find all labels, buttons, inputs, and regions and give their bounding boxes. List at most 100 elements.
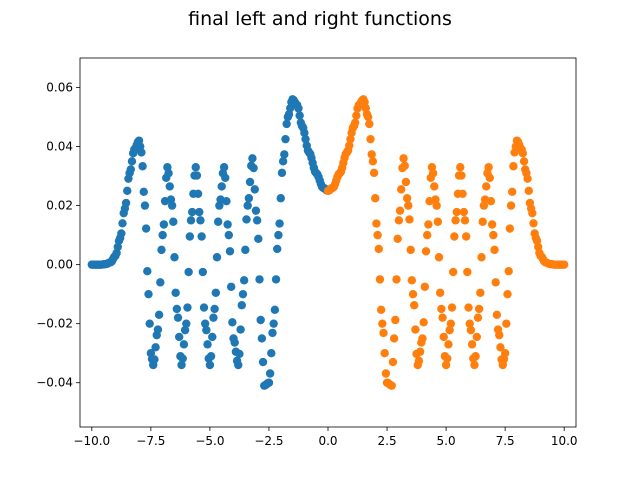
data-point (376, 305, 386, 315)
data-point (274, 230, 283, 240)
data-point (406, 245, 415, 255)
data-point (476, 288, 485, 297)
data-point (401, 177, 411, 187)
data-point (205, 360, 215, 370)
data-point (183, 303, 192, 312)
data-point (199, 303, 209, 312)
data-point (465, 319, 474, 328)
data-point (464, 303, 473, 312)
data-point (301, 134, 310, 144)
data-point (505, 224, 515, 233)
data-point (485, 173, 494, 183)
data-point (248, 154, 257, 163)
data-point (473, 313, 483, 322)
data-point (458, 189, 467, 198)
data-point (496, 343, 505, 352)
data-point (467, 340, 477, 349)
series-2 (323, 95, 569, 390)
data-point (219, 163, 229, 172)
data-point (209, 313, 218, 322)
data-point (420, 282, 430, 291)
data-point (451, 216, 460, 225)
data-point (186, 216, 196, 225)
data-point (267, 349, 276, 358)
data-point (373, 230, 382, 240)
data-point (399, 154, 408, 163)
data-point (404, 201, 413, 210)
data-point (437, 304, 446, 314)
data-point (295, 111, 304, 120)
data-point (504, 267, 513, 276)
data-point (153, 325, 163, 334)
data-point (374, 244, 383, 254)
data-point (523, 174, 532, 183)
data-point (394, 216, 404, 225)
x-axis: −10.0 −7.5 −5.0 −2.5 0.0 2.5 5.0 7.5 10.0 (73, 427, 578, 448)
data-point (478, 217, 487, 226)
y-tick-label: 0.06 (46, 81, 73, 95)
data-point (195, 207, 204, 217)
data-point (185, 232, 195, 241)
data-point (179, 340, 189, 349)
data-point (387, 381, 396, 390)
data-point (252, 216, 262, 225)
data-point (117, 229, 126, 238)
data-point (365, 119, 374, 129)
data-point (400, 161, 409, 170)
data-point (472, 332, 481, 342)
data-point (441, 360, 451, 370)
data-point (257, 334, 267, 343)
data-point (372, 219, 381, 228)
data-point (145, 319, 154, 328)
data-point (222, 196, 231, 206)
data-point (432, 201, 441, 210)
data-point (368, 157, 378, 166)
data-point (471, 352, 480, 361)
data-point (367, 150, 376, 159)
data-point (251, 206, 261, 215)
plot-frame (79, 57, 577, 428)
data-point (223, 220, 232, 229)
data-point (164, 169, 173, 178)
data-point (191, 163, 200, 172)
data-point (452, 207, 461, 217)
data-point (158, 230, 167, 240)
data-point (421, 247, 431, 256)
data-point (210, 304, 219, 314)
data-point (234, 360, 243, 370)
data-point (126, 165, 135, 174)
y-tick-label: −0.04 (36, 376, 73, 390)
data-point (249, 163, 258, 173)
data-point (269, 319, 278, 328)
data-point (235, 349, 244, 359)
data-point (138, 162, 147, 171)
data-point (123, 186, 132, 196)
data-point (524, 186, 533, 196)
data-point (519, 157, 529, 166)
data-point (460, 216, 470, 225)
data-point (226, 282, 236, 291)
data-point (439, 332, 448, 342)
data-point (154, 310, 164, 320)
data-point (369, 168, 379, 178)
data-point (228, 318, 237, 327)
data-point (242, 215, 251, 224)
data-point (456, 163, 465, 172)
data-point (258, 357, 268, 367)
data-point (414, 356, 424, 366)
series-1 (87, 95, 333, 390)
data-point (121, 198, 131, 208)
data-point (143, 267, 152, 276)
data-point (255, 275, 264, 284)
data-point (459, 207, 469, 217)
data-point (508, 187, 517, 197)
data-point (346, 134, 355, 144)
data-point (156, 278, 165, 287)
data-point (446, 319, 456, 328)
data-point (200, 319, 210, 328)
data-point (280, 150, 289, 159)
data-point (461, 232, 471, 241)
data-point (239, 276, 249, 285)
